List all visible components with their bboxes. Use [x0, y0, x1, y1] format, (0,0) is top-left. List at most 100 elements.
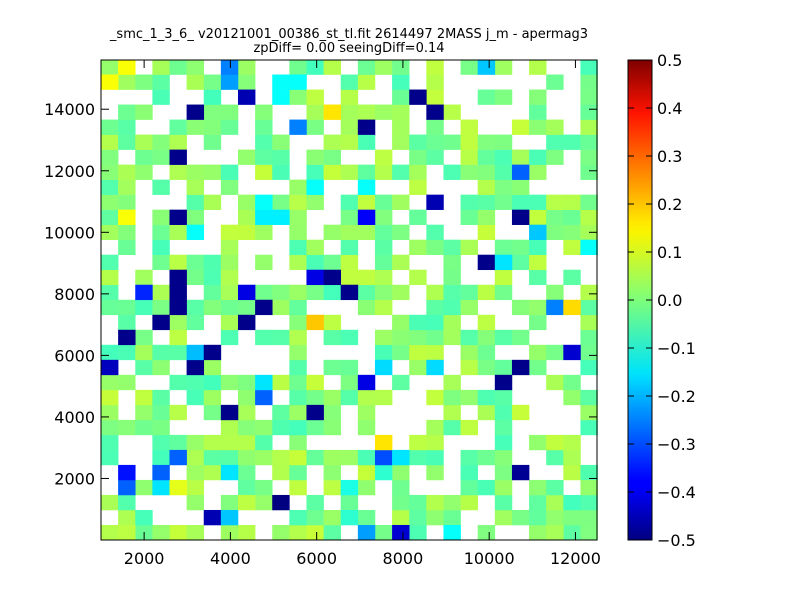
- heatmap-cell: [203, 74, 222, 90]
- heatmap-cell: [237, 524, 256, 541]
- heatmap-cell: [357, 524, 376, 541]
- heatmap-cell: [306, 119, 324, 135]
- heatmap-cell: [357, 194, 376, 210]
- heatmap-cell: [118, 59, 136, 75]
- heatmap-cell: [580, 149, 598, 165]
- heatmap-cell: [546, 509, 564, 526]
- heatmap-cell: [477, 89, 496, 105]
- heatmap-cell: [392, 164, 410, 180]
- x-tick-label: 10000: [464, 549, 515, 568]
- heatmap-cell: [220, 449, 239, 466]
- heatmap-cell: [101, 344, 119, 361]
- heatmap-cell: [340, 509, 359, 526]
- heatmap-cell: [323, 449, 342, 466]
- heatmap-cell: [169, 299, 187, 316]
- colorbar-tick-label: −0.4: [657, 483, 696, 502]
- heatmap-cell: [392, 479, 410, 496]
- heatmap-cell: [494, 89, 513, 105]
- heatmap-cell: [306, 494, 324, 511]
- heatmap-cell: [546, 449, 564, 466]
- heatmap-cell: [169, 329, 187, 346]
- heatmap-cell: [563, 239, 581, 256]
- heatmap-cell: [374, 434, 393, 451]
- heatmap-cell: [186, 119, 205, 135]
- heatmap-cell: [357, 269, 376, 286]
- heatmap-cell: [426, 104, 444, 120]
- heatmap-cell: [220, 224, 239, 240]
- heatmap-cell: [529, 494, 547, 511]
- heatmap-cell: [460, 494, 478, 511]
- heatmap-cell: [272, 419, 290, 436]
- heatmap-cell: [494, 149, 513, 165]
- heatmap-cell: [323, 389, 342, 406]
- colorbar-tick-label: −0.3: [657, 435, 696, 454]
- heatmap-cell: [357, 449, 376, 466]
- heatmap-cell: [392, 134, 410, 150]
- heatmap-cell: [443, 524, 461, 541]
- heatmap-cell: [186, 494, 205, 511]
- heatmap-cell: [426, 359, 444, 376]
- heatmap-cell: [529, 59, 547, 75]
- heatmap-cell: [494, 239, 513, 256]
- heatmap-cell: [529, 299, 547, 316]
- heatmap-cell: [460, 419, 478, 436]
- heatmap-cell: [426, 329, 444, 346]
- heatmap-cell: [323, 404, 342, 421]
- heatmap-cell: [374, 524, 393, 541]
- heatmap-cell: [118, 179, 136, 195]
- heatmap-cell: [529, 194, 547, 210]
- heatmap-cell: [118, 74, 136, 90]
- heatmap-cell: [169, 284, 187, 301]
- heatmap-cell: [477, 134, 496, 150]
- heatmap-cell: [152, 464, 170, 481]
- heatmap-cell: [169, 374, 187, 391]
- heatmap-cell: [152, 224, 170, 240]
- heatmap-cell: [443, 389, 461, 406]
- heatmap-cell: [409, 329, 427, 346]
- heatmap-cell: [494, 434, 513, 451]
- heatmap-cell: [392, 509, 410, 526]
- heatmap-cell: [460, 134, 478, 150]
- colorbar-ticks: 0.5 0.4 0.3 0.2 0.1 0.0 −0.1 −0.2 −0.3 −0.4 −0.5: [628, 51, 696, 550]
- heatmap-cell: [118, 464, 136, 481]
- heatmap-cell: [529, 269, 547, 286]
- heatmap-cell: [152, 479, 170, 496]
- heatmap-cell: [101, 299, 119, 316]
- heatmap-cell: [237, 419, 256, 436]
- heatmap-cell: [152, 434, 170, 451]
- heatmap-cell: [255, 449, 273, 466]
- colorbar-tick-label: 0.4: [657, 99, 682, 118]
- heatmap-cell: [563, 224, 581, 240]
- heatmap-cell: [237, 434, 256, 451]
- heatmap-cell: [460, 209, 478, 225]
- colorbar-tick-label: −0.5: [657, 531, 696, 550]
- heatmap-cell: [220, 314, 239, 331]
- heatmap-cell: [580, 404, 598, 421]
- heatmap-cell: [580, 524, 598, 541]
- heatmap-cell: [392, 74, 410, 90]
- heatmap-cell: [374, 329, 393, 346]
- heatmap-cell: [186, 359, 205, 376]
- heatmap-cell: [220, 104, 239, 120]
- heatmap-cell: [101, 119, 119, 135]
- heatmap-cell: [392, 284, 410, 301]
- heatmap-cell: [340, 74, 359, 90]
- heatmap-cell: [186, 299, 205, 316]
- heatmap-cell: [477, 404, 496, 421]
- heatmap-cell: [494, 134, 513, 150]
- heatmap-cell: [511, 149, 530, 165]
- heatmap-cell: [426, 119, 444, 135]
- heatmap-cell: [409, 449, 427, 466]
- heatmap-cell: [443, 239, 461, 256]
- heatmap-cell: [255, 329, 273, 346]
- heatmap-cell: [477, 209, 496, 225]
- heatmap-cell: [443, 104, 461, 120]
- heatmap-cell: [306, 269, 324, 286]
- heatmap-cell: [203, 194, 222, 210]
- heatmap-cell: [135, 104, 153, 120]
- heatmap-cell: [289, 299, 307, 316]
- heatmap-cell: [101, 194, 119, 210]
- heatmap-cell: [529, 434, 547, 451]
- heatmap-cell: [272, 299, 290, 316]
